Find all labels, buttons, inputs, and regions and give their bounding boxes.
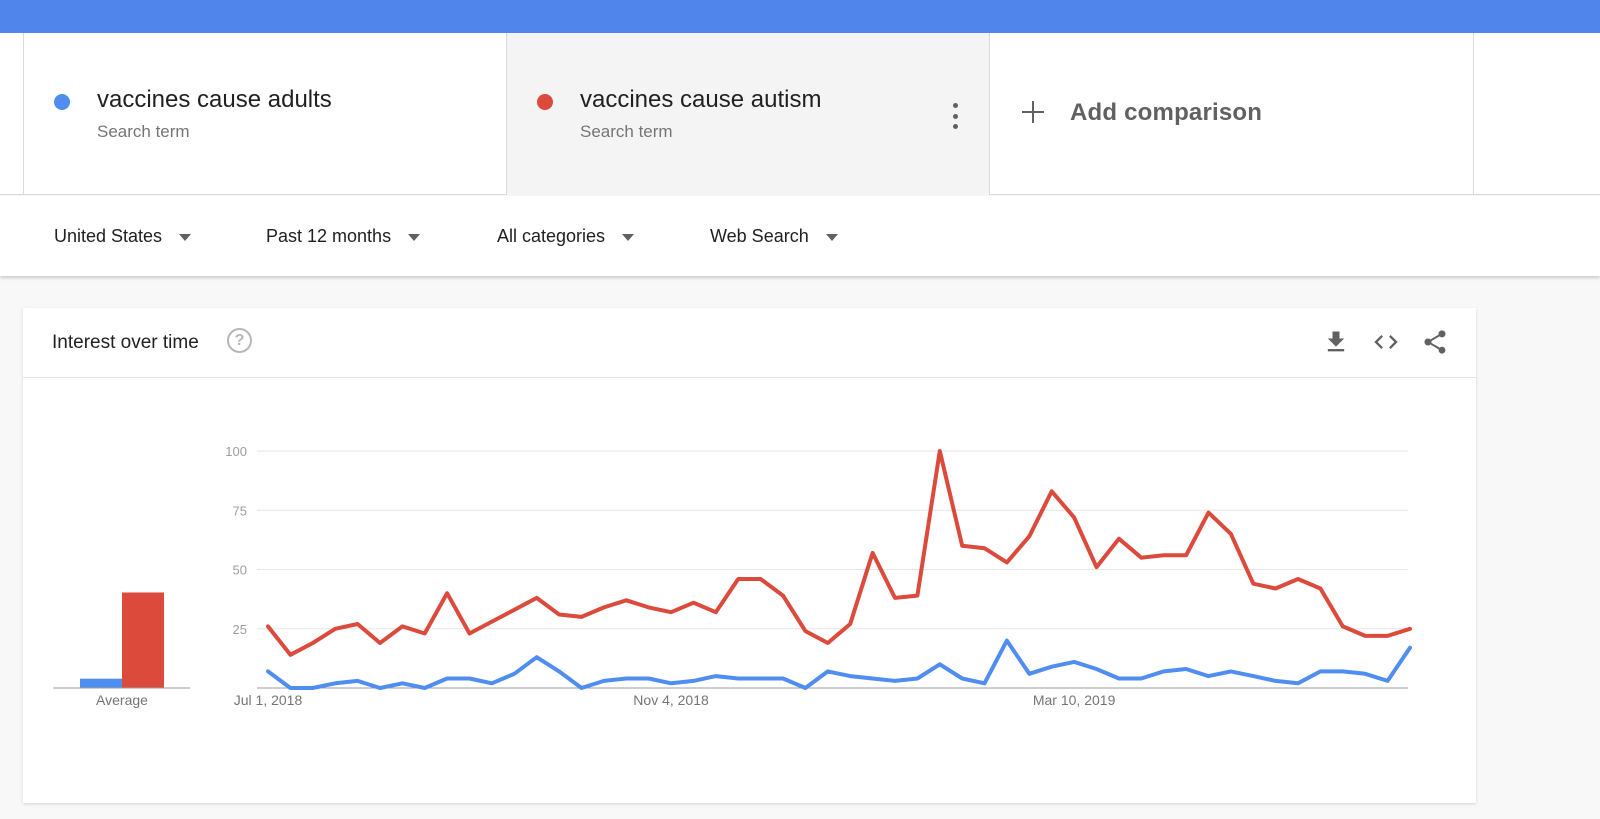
term-2-name[interactable]: vaccines cause autism [580, 86, 822, 113]
search-term-card-2[interactable]: vaccines cause autism Search term [507, 33, 990, 195]
series-line-2[interactable] [266, 449, 1412, 657]
plus-icon [1022, 101, 1044, 123]
y-tick-label: 75 [233, 503, 247, 518]
chevron-down-icon [408, 233, 421, 241]
y-tick-label: 100 [225, 444, 247, 459]
chevron-down-icon [622, 233, 635, 241]
y-tick-label: 25 [233, 622, 247, 637]
category-dropdown[interactable]: All categories [497, 196, 635, 276]
series-line-1[interactable] [266, 638, 1412, 690]
chart-series [266, 449, 1412, 690]
add-comparison-button[interactable]: Add comparison [990, 33, 1474, 195]
term-2-type: Search term [580, 122, 673, 141]
card-header: Interest over time ? [23, 308, 1476, 378]
term-2-color-dot [537, 94, 553, 110]
x-tick-label: Mar 10, 2019 [1033, 692, 1116, 708]
average-bar-2[interactable] [122, 592, 164, 688]
region-dropdown[interactable]: United States [54, 196, 192, 276]
chart-gridlines [257, 450, 1408, 689]
more-vert-icon[interactable] [951, 103, 959, 129]
card-title: Interest over time [52, 332, 199, 353]
category-dropdown-label: All categories [497, 225, 606, 246]
x-tick-label: Nov 4, 2018 [633, 692, 709, 708]
y-axis-ticks: 25 50 75 100 [225, 444, 247, 637]
average-bars: Average [53, 592, 190, 708]
x-tick-label: Jul 1, 2018 [234, 692, 303, 708]
embed-code-icon[interactable] [1372, 328, 1400, 356]
top-app-bar [0, 0, 1600, 33]
search-term-card-1[interactable]: vaccines cause adults Search term [23, 33, 507, 195]
search-type-dropdown[interactable]: Web Search [710, 196, 838, 276]
chevron-down-icon [825, 233, 838, 241]
y-tick-label: 50 [233, 563, 247, 578]
time-range-dropdown-label: Past 12 months [266, 225, 392, 246]
region-dropdown-label: United States [54, 225, 163, 246]
search-terms-bar: vaccines cause adults Search term vaccin… [0, 33, 1600, 195]
chevron-down-icon [179, 233, 192, 241]
x-axis-ticks: Jul 1, 2018 Nov 4, 2018 Mar 10, 2019 [234, 692, 1116, 708]
term-1-color-dot [54, 94, 70, 110]
add-comparison-label: Add comparison [1070, 99, 1263, 126]
interest-over-time-card: Interest over time ? Average 25 50 75 100 J… [23, 308, 1476, 803]
filter-bar: United States Past 12 months All categor… [0, 196, 1600, 276]
average-label: Average [96, 692, 148, 708]
help-circle-icon[interactable]: ? [227, 328, 252, 353]
average-bar-1[interactable] [80, 678, 122, 688]
term-1-type: Search term [97, 122, 190, 141]
share-icon[interactable] [1421, 328, 1449, 356]
interest-over-time-chart: Average 25 50 75 100 Jul 1, 2018 Nov 4, 2018… [53, 444, 1412, 708]
download-icon[interactable] [1322, 328, 1350, 356]
term-1-name[interactable]: vaccines cause adults [97, 86, 332, 113]
search-type-dropdown-label: Web Search [710, 225, 809, 246]
time-range-dropdown[interactable]: Past 12 months [266, 196, 421, 276]
